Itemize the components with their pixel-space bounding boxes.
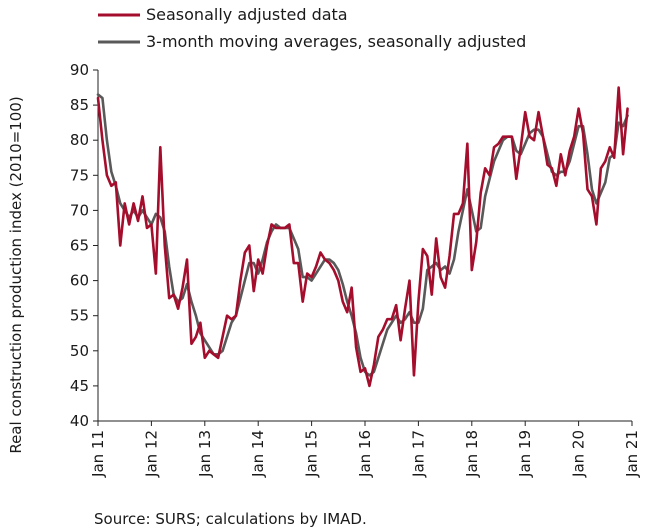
x-tick-label: Jan 16 — [356, 430, 374, 478]
x-tick-label: Jan 13 — [196, 430, 214, 478]
x-tick-label: Jan 21 — [623, 430, 641, 478]
y-tick-label: 70 — [70, 201, 89, 219]
x-tick-label: Jan 17 — [409, 430, 427, 478]
series-line-moving-average — [96, 93, 629, 377]
y-tick-label: 65 — [70, 237, 89, 255]
y-tick-label: 55 — [70, 307, 89, 325]
y-tick-label: 85 — [70, 96, 89, 114]
source-note: Source: SURS; calculations by IMAD. — [94, 510, 367, 528]
x-tick-label: Jan 18 — [463, 430, 481, 478]
y-tick-label: 40 — [70, 412, 89, 430]
series-group — [96, 86, 629, 388]
legend-label-moving-average: 3-month moving averages, seasonally adju… — [146, 32, 526, 51]
y-tick-label: 90 — [70, 61, 89, 79]
x-tick-label: Jan 11 — [89, 430, 107, 478]
x-tick-label: Jan 15 — [303, 430, 321, 478]
y-tick-label: 45 — [70, 377, 89, 395]
y-tick-label: 50 — [70, 342, 89, 360]
series-line-seasonally-adjusted — [96, 86, 629, 388]
x-tick-label: Jan 14 — [249, 430, 267, 478]
legend: Seasonally adjusted data 3-month moving … — [98, 5, 526, 51]
legend-label-seasonally-adjusted: Seasonally adjusted data — [146, 5, 348, 24]
x-tick-label: Jan 19 — [516, 430, 534, 478]
y-axis-title: Real construction production index (2010… — [7, 96, 25, 453]
y-tick-label: 80 — [70, 131, 89, 149]
x-tick-label: Jan 20 — [570, 430, 588, 478]
y-axis-ticks: 40 45 50 55 60 65 70 75 80 85 90 — [70, 61, 98, 430]
x-axis-ticks: Jan 11 Jan 12 Jan 13 Jan 14 Jan 15 Jan 16 Jan … — [89, 421, 641, 478]
x-tick-label: Jan 12 — [142, 430, 160, 478]
y-tick-label: 60 — [70, 272, 89, 290]
y-tick-label: 75 — [70, 166, 89, 184]
